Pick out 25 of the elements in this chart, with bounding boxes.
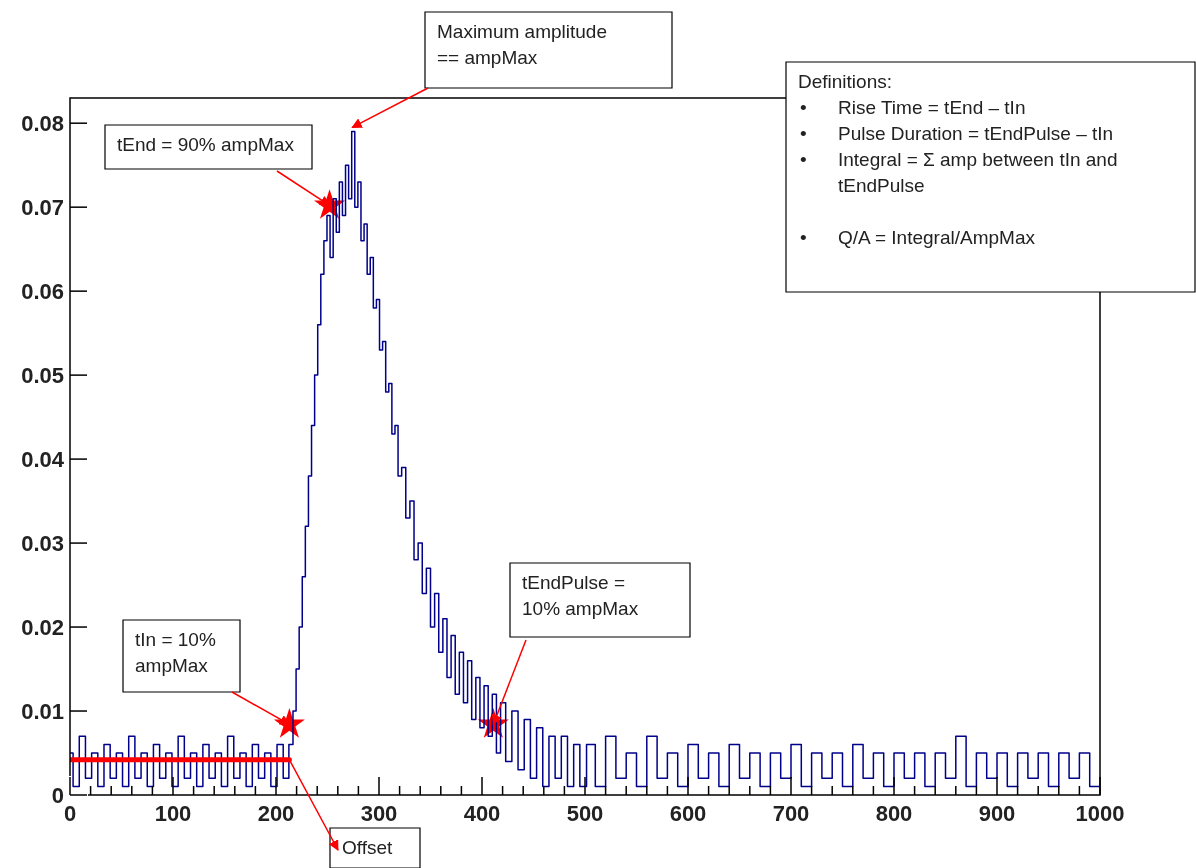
y-tick-label: 0 xyxy=(51,783,64,808)
x-tick-label: 800 xyxy=(875,801,913,826)
annotation: tIn = 10% ampMax xyxy=(135,629,216,676)
x-tick-label: 100 xyxy=(154,801,192,826)
x-tick-label: 300 xyxy=(360,801,398,826)
x-tick-label: 900 xyxy=(978,801,1016,826)
y-tick-label: 0.02 xyxy=(21,615,64,641)
y-tick-label: 0.04 xyxy=(21,447,65,473)
x-tick-label: 500 xyxy=(566,801,604,826)
annotation: Offset xyxy=(342,837,394,858)
annotation: tEndPulse = 10% ampMax xyxy=(522,572,639,619)
annotation: Maximum amplitude == ampMax xyxy=(437,21,607,68)
text: Definitions: • Rise Time = tEnd – tIn • Pulse Duration = tEndPulse – tIn • Integral = Σ amp between tIn and tEndPulse • Q/A = Integral/AmpMax xyxy=(798,71,1118,248)
x-tick-label: 700 xyxy=(772,801,810,826)
y-tick-label: 0.06 xyxy=(21,279,64,305)
y-tick-label: 0.05 xyxy=(21,363,64,389)
annotation: tEnd = 90% ampMax xyxy=(117,134,295,155)
y-tick-label: 0.08 xyxy=(21,111,64,137)
x-tick-label: 400 xyxy=(463,801,501,826)
y-tick-label: 0.07 xyxy=(21,195,64,221)
x-tick-label: 600 xyxy=(669,801,707,826)
x-tick-label: 1000 xyxy=(1075,801,1125,826)
y-tick-label: 0.03 xyxy=(21,531,64,557)
y-tick-label: 0.01 xyxy=(21,699,64,725)
x-tick-label: 200 xyxy=(257,801,295,826)
